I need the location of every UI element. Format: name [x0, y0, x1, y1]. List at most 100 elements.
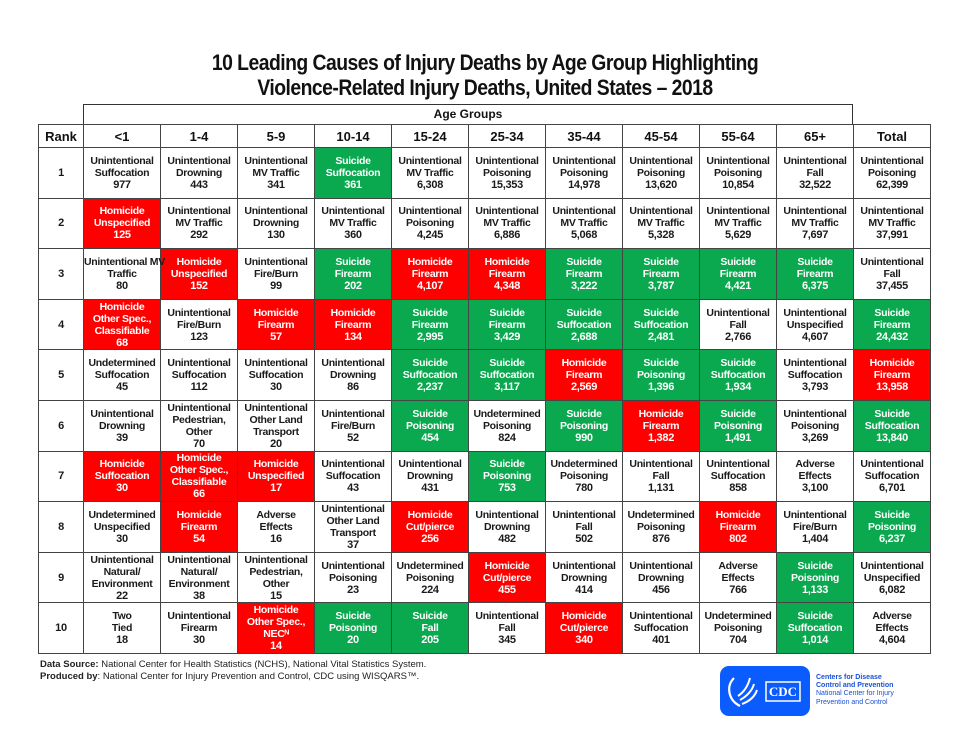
death-count: 455 [498, 583, 516, 596]
cause-label: Undetermined [473, 407, 541, 420]
table-row: 4 Homicide Other Spec., Classifiable 68 Unint… [38, 298, 931, 351]
cause-label: Suicide [797, 559, 833, 572]
cause-cell-other: Adverse Effects 4,604 [853, 602, 931, 654]
cause-label: Other Land [326, 514, 380, 527]
cause-label: Unintentional [321, 205, 385, 218]
cause-label: Fall [729, 318, 747, 331]
cause-cell-other: Unintentional MV Traffic 6,886 [468, 197, 546, 250]
cause-cell-suicide: Suicide Suffocation 1,014 [776, 602, 854, 654]
cause-label: Suffocation [94, 166, 150, 179]
cause-label: Unintentional [321, 559, 385, 572]
death-count: 202 [344, 279, 362, 292]
death-count: 32,522 [799, 178, 831, 191]
cause-label: Firearm [642, 267, 680, 280]
cause-label: Unspecified [247, 470, 305, 483]
death-count: 99 [270, 279, 282, 292]
cause-label: Unspecified [93, 217, 151, 230]
cause-cell-other: Unintentional Poisoning 23 [314, 551, 392, 604]
cause-label: Unintentional [321, 357, 385, 370]
cause-cell-other: Unintentional Other Land Transport 37 [314, 501, 392, 553]
cause-label: Suicide [566, 255, 602, 268]
death-count: 37 [347, 538, 359, 551]
cause-cell-suicide: Suicide Poisoning 1,133 [776, 551, 854, 604]
death-count: 13,840 [876, 431, 908, 444]
death-count: 4,348 [493, 279, 521, 292]
cause-label: Unintentional [90, 154, 154, 167]
death-count: 3,222 [570, 279, 598, 292]
cause-cell-other: Unintentional Fire/Burn 1,404 [776, 501, 854, 553]
cause-label: Suffocation [171, 369, 227, 382]
death-count: 482 [498, 532, 516, 545]
cause-cell-other: Unintentional Pedestrian, Other 70 [160, 399, 238, 452]
cause-label: Other [185, 425, 213, 438]
death-count: 37,455 [876, 279, 908, 292]
cause-cell-other: Unintentional Drowning 456 [622, 551, 700, 604]
death-count: 502 [575, 532, 593, 545]
death-count: 15,353 [491, 178, 523, 191]
cause-label: Unintentional [783, 306, 847, 319]
death-count: 2,995 [416, 330, 444, 343]
cause-label: Undetermined [704, 610, 772, 623]
cause-cell-homicide: Homicide Firearm 13,958 [853, 349, 931, 401]
death-count: 14,978 [568, 178, 600, 191]
cause-label: Unintentional [783, 205, 847, 218]
cause-cell-other: Unintentional MV Traffic 7,697 [776, 197, 854, 250]
death-count: 37,991 [876, 229, 908, 242]
cause-cell-other: Undetermined Poisoning 780 [545, 450, 623, 503]
cause-label: Suffocation [556, 318, 612, 331]
death-count: 123 [190, 330, 208, 343]
cause-label: Two [112, 610, 132, 623]
cause-label: Unintentional [167, 205, 231, 218]
cause-label: Unintentional [90, 407, 154, 420]
cause-cell-other: Adverse Effects 766 [699, 551, 777, 604]
produced-by-note: Produced by: National Center for Injury … [40, 671, 420, 682]
cause-label: Unintentional [244, 357, 308, 370]
cause-cell-other: Unintentional MV Traffic 5,328 [622, 197, 700, 250]
death-count: 80 [116, 279, 128, 292]
cause-cell-other: Undetermined Unspecified 30 [83, 501, 161, 553]
cause-cell-other: Unintentional Poisoning 3,269 [776, 399, 854, 452]
death-count: 125 [113, 229, 131, 242]
rank-cell: 8 [38, 501, 84, 553]
death-count: 18 [116, 634, 128, 647]
cause-label: Adverse [718, 559, 758, 572]
cause-cell-other: Unintentional Drowning 443 [160, 147, 238, 199]
cause-label: Firearm [642, 419, 680, 432]
cause-label: Environment [168, 577, 230, 590]
cause-label: Fall [883, 267, 901, 280]
cause-cell-other: Unintentional Suffocation 401 [622, 602, 700, 654]
cause-label: Effects [875, 622, 909, 635]
cause-cell-homicide: Homicide Unspecified 17 [237, 450, 315, 503]
cause-cell-suicide: Suicide Suffocation 2,688 [545, 298, 623, 351]
death-count: 6,082 [878, 583, 906, 596]
cause-label: Poisoning [790, 571, 840, 584]
death-count: 977 [113, 178, 131, 191]
column-header-11: Total [853, 124, 931, 148]
cause-label: Fall [575, 520, 593, 533]
death-count: 112 [190, 381, 208, 394]
cause-label: Suicide [412, 357, 448, 370]
cause-label: Other Land [249, 413, 303, 426]
cause-label: Poisoning [713, 419, 763, 432]
death-count: 2,569 [570, 381, 598, 394]
cause-label: Pedestrian, [172, 413, 226, 426]
cause-label: Drowning [175, 166, 222, 179]
cause-label: Suffocation [633, 318, 689, 331]
cause-cell-other: Unintentional Fall 1,131 [622, 450, 700, 503]
cause-cell-homicide: Homicide Cut/pierce 340 [545, 602, 623, 654]
cause-cell-suicide: Suicide Poisoning 753 [468, 450, 546, 503]
cause-label: Drowning [406, 470, 453, 483]
rank-cell: 5 [38, 349, 84, 401]
cause-label: Homicide [176, 452, 222, 465]
cause-label: Effects [259, 520, 293, 533]
column-header-10: 65+ [776, 124, 854, 148]
cause-cell-other: Unintentional Drowning 86 [314, 349, 392, 401]
rank-header: Rank [38, 124, 84, 148]
cause-label: Poisoning [405, 571, 455, 584]
cause-cell-other: Unintentional MV Traffic 5,629 [699, 197, 777, 250]
cause-label: Traffic [107, 267, 137, 280]
cause-label: Suicide [797, 610, 833, 623]
cause-cell-other: Unintentional MV Traffic 341 [237, 147, 315, 199]
cause-cell-suicide: Suicide Poisoning 1,491 [699, 399, 777, 452]
cause-label: Unintentional [244, 553, 308, 566]
